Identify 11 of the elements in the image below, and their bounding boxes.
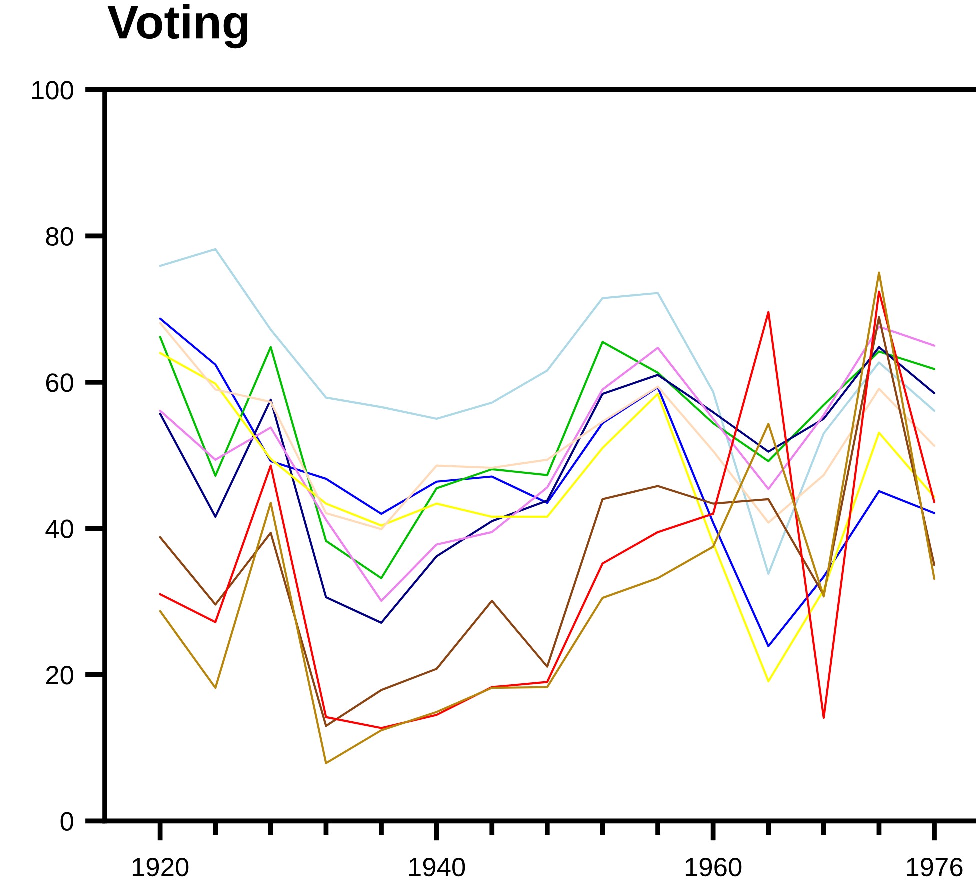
x-tick-label: 1920: [132, 858, 189, 877]
x-tick-label: 1960: [686, 858, 742, 877]
x-tick-label: 1940: [409, 858, 466, 877]
y-tick-label: 0: [60, 812, 74, 831]
y-tick-label: 100: [32, 81, 74, 100]
y-tick-label: 40: [46, 520, 74, 538]
x-tick-label: 1976: [907, 858, 963, 877]
y-tick-label: 60: [46, 374, 74, 392]
y-tick-label: 20: [46, 666, 74, 685]
y-tick-label: 80: [46, 227, 74, 246]
chart-title: Voting: [108, 4, 248, 49]
